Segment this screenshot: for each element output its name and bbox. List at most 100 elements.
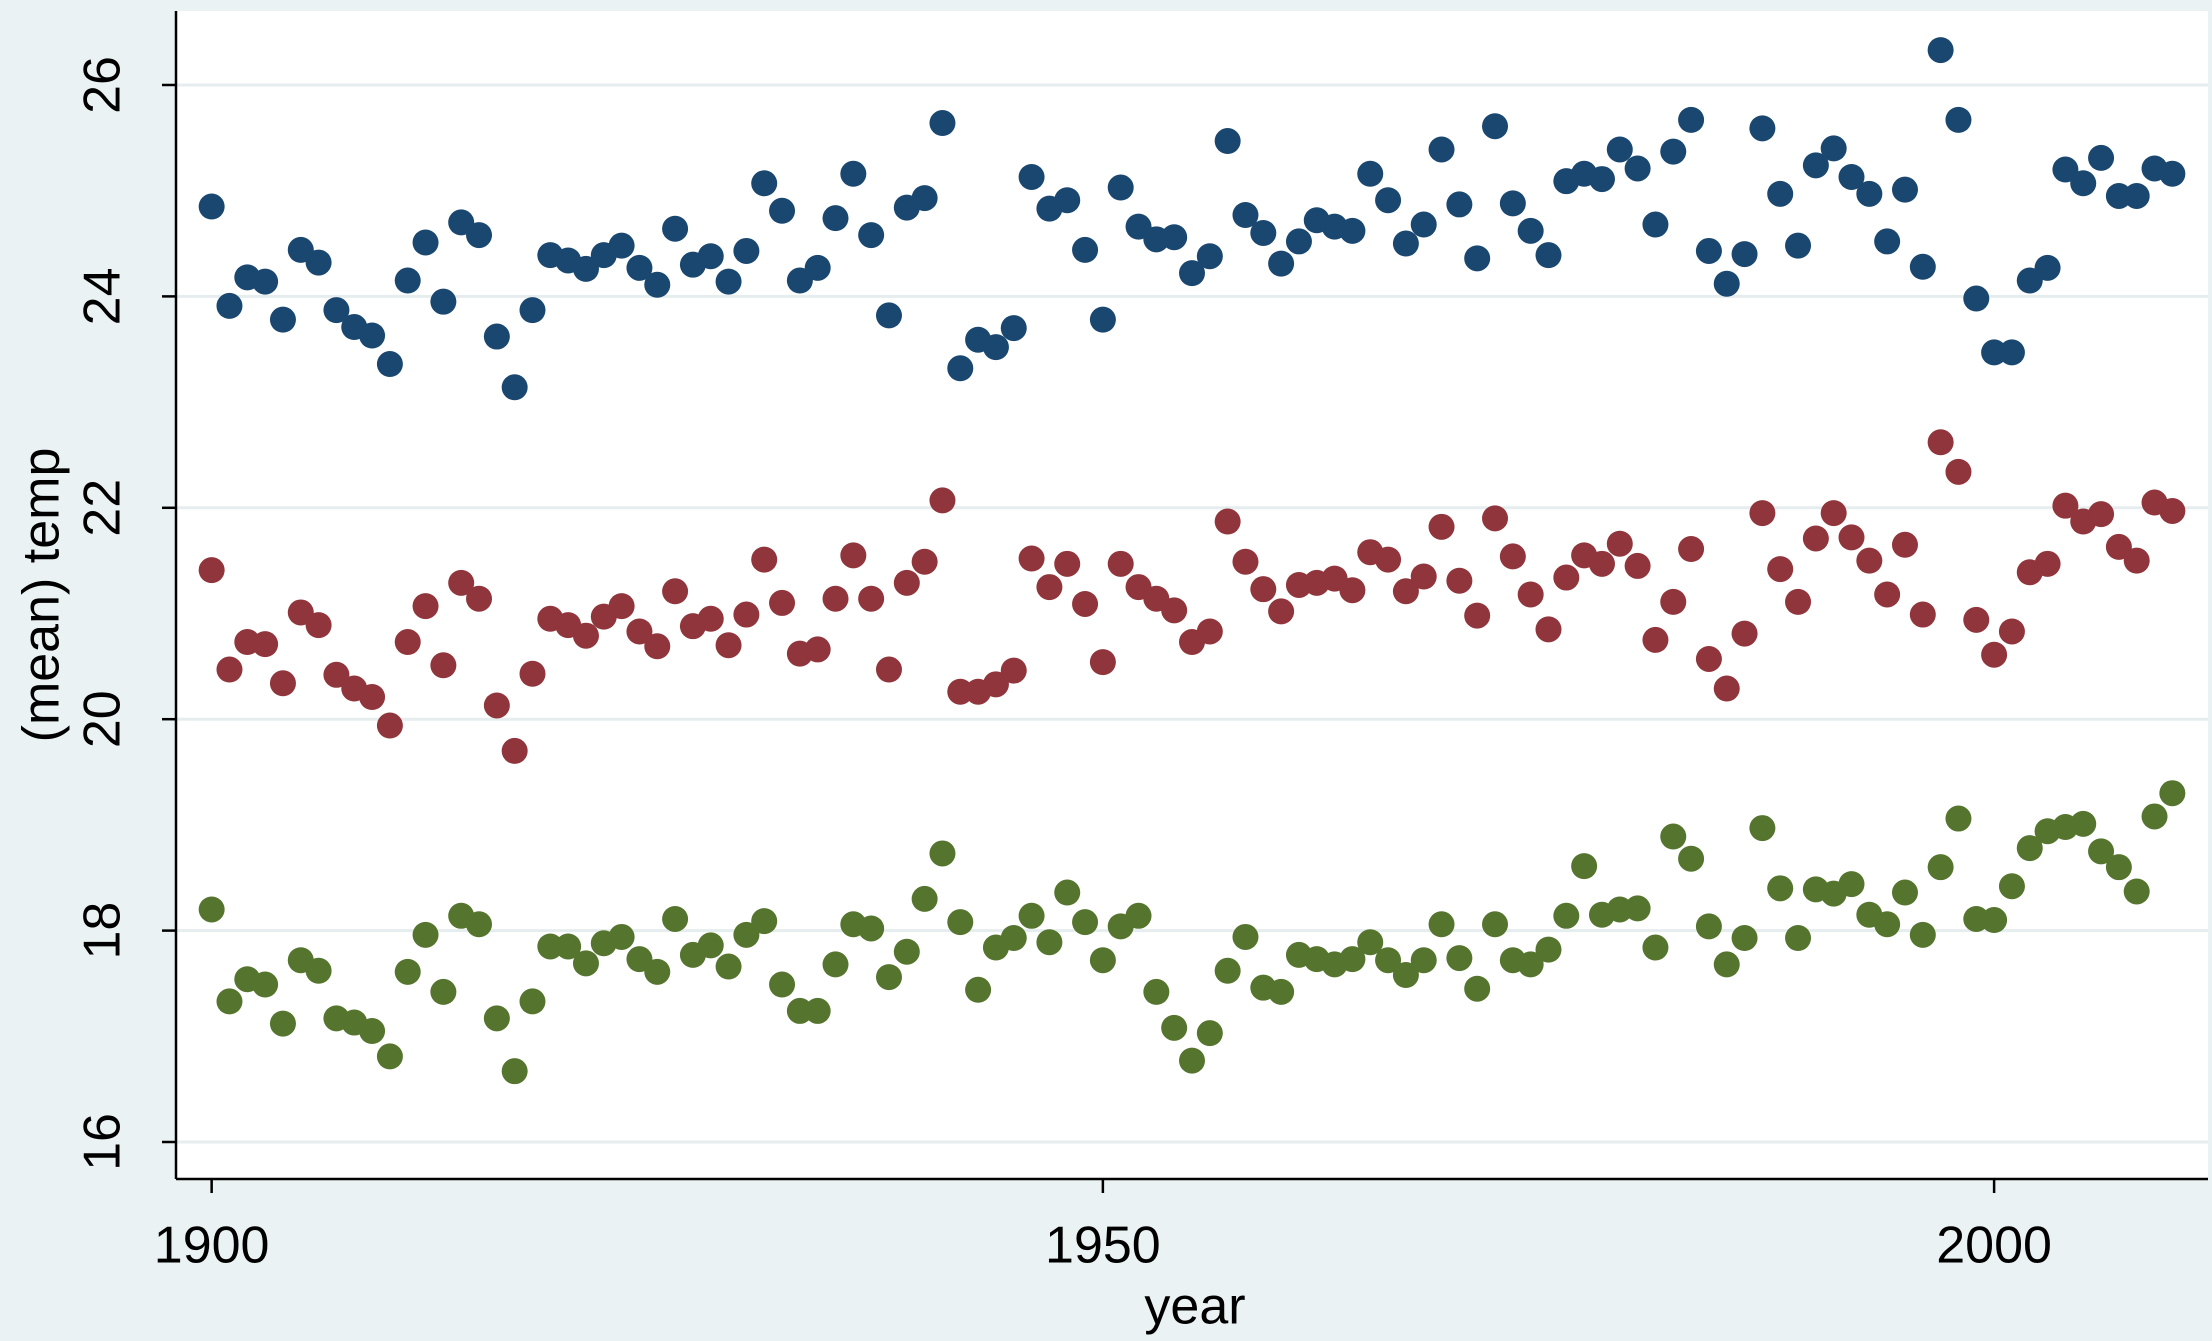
- point: [376, 351, 403, 378]
- point: [1945, 106, 1972, 133]
- point: [2105, 182, 2132, 209]
- point: [1125, 902, 1152, 929]
- point: [1713, 270, 1740, 297]
- point: [1018, 163, 1045, 190]
- point: [1018, 902, 1045, 929]
- point: [1802, 152, 1829, 179]
- point: [1482, 911, 1509, 938]
- point: [2070, 170, 2097, 197]
- point: [662, 215, 689, 242]
- point: [1660, 823, 1687, 850]
- point: [1072, 909, 1099, 936]
- point: [269, 1010, 296, 1037]
- point: [198, 896, 225, 923]
- point: [1785, 588, 1812, 615]
- point: [1660, 138, 1687, 165]
- point: [965, 976, 992, 1003]
- point: [1802, 525, 1829, 552]
- point: [769, 971, 796, 998]
- point: [216, 656, 243, 683]
- point: [911, 185, 938, 212]
- point: [2070, 810, 2097, 837]
- point: [394, 958, 421, 985]
- point: [875, 656, 902, 683]
- point: [1072, 236, 1099, 263]
- point: [1375, 546, 1402, 573]
- point: [555, 933, 582, 960]
- x-axis-title: year: [1144, 1278, 1245, 1336]
- point: [1232, 202, 1259, 229]
- point: [1909, 921, 1936, 948]
- point: [1856, 547, 1883, 574]
- point: [1660, 588, 1687, 615]
- point: [1731, 241, 1758, 268]
- point: [644, 958, 671, 985]
- point: [1767, 556, 1794, 583]
- point: [1749, 815, 1776, 842]
- point: [1375, 947, 1402, 974]
- point: [519, 297, 546, 324]
- y-tick-label: 26: [74, 56, 132, 114]
- point: [1054, 879, 1081, 906]
- point: [947, 678, 974, 705]
- point: [1695, 237, 1722, 264]
- point: [1624, 895, 1651, 922]
- point: [448, 569, 475, 596]
- point: [733, 921, 760, 948]
- point: [501, 374, 528, 401]
- point: [1927, 37, 1954, 64]
- point: [1749, 500, 1776, 527]
- point: [947, 909, 974, 936]
- point: [769, 589, 796, 616]
- point: [1428, 136, 1455, 163]
- point: [715, 953, 742, 980]
- point: [822, 951, 849, 978]
- point: [501, 737, 528, 764]
- point: [1464, 245, 1491, 272]
- point: [1036, 574, 1063, 601]
- point: [1054, 187, 1081, 214]
- point: [1642, 934, 1669, 961]
- point: [323, 661, 350, 688]
- point: [822, 205, 849, 232]
- point: [1499, 190, 1526, 217]
- point: [875, 964, 902, 991]
- point: [1464, 602, 1491, 629]
- point: [893, 569, 920, 596]
- point: [305, 612, 332, 639]
- point: [1446, 191, 1473, 218]
- point: [359, 1018, 386, 1045]
- point: [572, 622, 599, 649]
- point: [1713, 951, 1740, 978]
- point: [1945, 805, 1972, 832]
- point: [1820, 500, 1847, 527]
- point: [430, 978, 457, 1005]
- point: [1642, 626, 1669, 653]
- point: [697, 932, 724, 959]
- point: [1446, 567, 1473, 594]
- point: [715, 268, 742, 295]
- point: [2088, 501, 2115, 528]
- point: [269, 306, 296, 333]
- point: [1392, 961, 1419, 988]
- point: [1553, 902, 1580, 929]
- point: [1036, 929, 1063, 956]
- point: [1678, 106, 1705, 133]
- point: [537, 933, 564, 960]
- y-tick-label: 24: [74, 267, 132, 325]
- point: [1179, 260, 1205, 287]
- point: [1624, 552, 1651, 579]
- point: [1054, 550, 1081, 577]
- point: [858, 915, 885, 942]
- point: [483, 1005, 510, 1032]
- point: [1464, 975, 1491, 1002]
- point: [929, 110, 956, 137]
- point: [572, 255, 599, 282]
- point: [466, 222, 493, 249]
- point: [2123, 878, 2150, 905]
- point: [1446, 945, 1473, 972]
- point: [1410, 563, 1437, 590]
- point: [412, 921, 439, 948]
- point: [252, 971, 279, 998]
- point: [572, 950, 599, 977]
